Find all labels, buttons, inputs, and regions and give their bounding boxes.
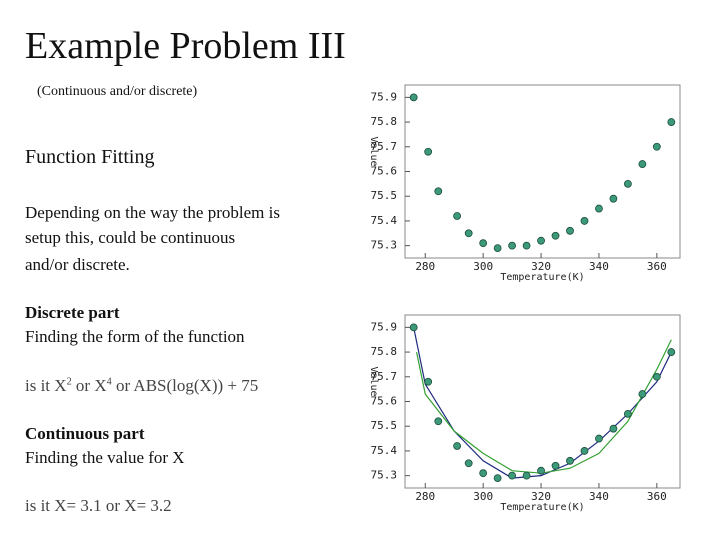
data-point	[508, 471, 517, 480]
data-point	[464, 459, 473, 468]
data-point	[551, 461, 560, 470]
data-point	[609, 424, 618, 433]
data-point	[652, 372, 661, 381]
x-tick-label: 300	[473, 490, 493, 503]
data-point	[638, 160, 647, 168]
y-tick-label: 75.9	[371, 320, 398, 333]
y-tick-label: 75.4	[371, 214, 398, 227]
data-point	[434, 417, 443, 426]
question-part: or X	[71, 376, 107, 395]
x-tick-label: 360	[647, 490, 667, 503]
data-point	[522, 471, 531, 480]
y-tick-label: 75.4	[371, 444, 398, 457]
y-tick-label: 75.9	[371, 90, 398, 103]
data-point	[580, 217, 589, 225]
y-axis-label: Value	[368, 366, 379, 396]
x-tick-label: 320	[531, 490, 551, 503]
x-tick-label: 280	[415, 490, 435, 503]
subtitle: (Continuous and/or discrete)	[37, 84, 198, 99]
data-point	[434, 187, 443, 196]
data-point	[595, 434, 603, 443]
superscript: 4	[106, 376, 112, 388]
x-axis-label: Temperature(K)	[500, 272, 584, 283]
data-point	[424, 377, 433, 386]
data-point	[522, 241, 531, 250]
data-point	[409, 93, 418, 102]
data-point	[667, 118, 676, 126]
y-tick-label: 75.5	[371, 189, 398, 202]
plot-frame	[404, 84, 681, 259]
data-point	[453, 212, 462, 220]
y-tick-label: 75.3	[371, 239, 398, 252]
data-point	[652, 142, 661, 151]
y-tick-label: 75.6	[371, 165, 398, 178]
data-point	[566, 456, 574, 465]
data-point	[609, 194, 618, 203]
data-point	[409, 323, 418, 332]
y-tick-label: 75.8	[371, 345, 398, 358]
section-text: Finding the value for X	[25, 448, 185, 467]
x-tick-label: 280	[415, 260, 435, 273]
paragraph-line: Depending on the way the problem is	[25, 203, 280, 222]
data-point	[566, 226, 574, 235]
question-part: or ABS(log(X)) + 75	[111, 376, 259, 395]
data-point	[623, 179, 632, 188]
fit-line	[415, 339, 672, 474]
y-tick-label: 75.8	[371, 115, 398, 128]
data-point	[508, 241, 517, 250]
data-point	[464, 229, 473, 238]
section-heading: Discrete part	[25, 303, 120, 322]
data-point	[537, 236, 545, 245]
x-tick-label: 300	[473, 260, 493, 273]
section-text: Finding the form of the function	[25, 327, 245, 346]
paragraph-line: setup this, could be continuous	[25, 228, 236, 247]
y-tick-label: 75.5	[371, 419, 398, 432]
data-point	[479, 469, 488, 478]
data-point	[537, 466, 545, 475]
data-point	[424, 147, 433, 156]
slide-title: Example Problem III	[25, 25, 346, 67]
y-tick-label: 75.7	[371, 370, 398, 383]
data-point	[479, 239, 488, 248]
data-point	[551, 231, 560, 240]
data-point	[667, 348, 676, 356]
question-part: is it X	[25, 376, 67, 395]
section-heading: Continuous part	[25, 424, 145, 443]
x-tick-label: 320	[531, 260, 551, 273]
paragraph-line: and/or discrete.	[25, 255, 130, 274]
data-point	[623, 409, 632, 418]
data-point	[493, 474, 502, 483]
data-point	[493, 244, 502, 253]
y-tick-label: 75.7	[371, 140, 398, 153]
data-point	[453, 442, 462, 450]
y-axis-label: Value	[368, 136, 379, 166]
heading: Function Fitting	[25, 146, 155, 168]
data-point	[638, 390, 647, 398]
data-point	[595, 204, 603, 213]
question: is it X= 3.1 or X= 3.2	[25, 496, 172, 515]
superscript: 2	[66, 376, 72, 388]
x-tick-label: 360	[647, 260, 667, 273]
fit-line	[413, 327, 672, 479]
x-axis-label: Temperature(K)	[500, 502, 584, 513]
data-point	[580, 447, 589, 455]
question: is it X2 or X4 or ABS(log(X)) + 75	[25, 376, 258, 396]
x-tick-label: 340	[589, 490, 609, 503]
y-tick-label: 75.3	[371, 469, 398, 482]
y-tick-label: 75.6	[371, 395, 398, 408]
x-tick-label: 340	[589, 260, 609, 273]
